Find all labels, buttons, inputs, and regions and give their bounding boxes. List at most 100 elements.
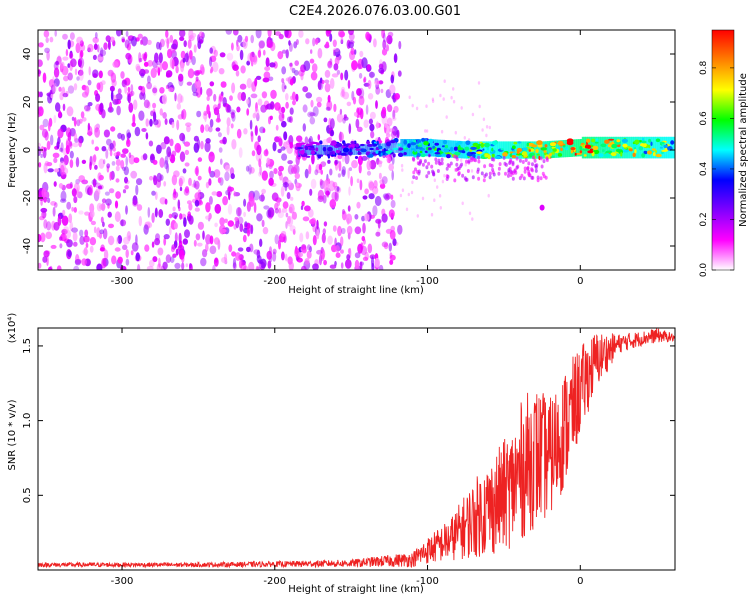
noise-cell [109,143,114,150]
noise-cell [115,159,121,166]
noise-cell [280,186,285,197]
noise-cell [239,49,244,61]
noise-cell [42,256,48,263]
noise-cell [382,39,387,50]
noise-cell [288,40,291,46]
noise-cell [425,129,429,133]
spectrogram-y-axis: -40 -20 0 20 40 [22,48,675,254]
signal-halo-cell [466,169,470,173]
colorbar-scale [711,29,735,271]
noise-cell [126,139,131,148]
noise-cell [165,254,172,263]
signal-cell [338,145,341,156]
noise-cell [357,107,363,116]
signal-cell [506,141,509,159]
noise-cell [277,148,282,154]
noise-cell [356,201,361,209]
noise-cell [100,216,104,223]
noise-cell [263,71,271,80]
noise-cell [244,221,248,228]
noise-cell [117,235,123,244]
noise-cell [268,76,274,82]
noise-cell [94,32,98,39]
noise-cell [123,166,129,176]
noise-cell [224,171,230,182]
noise-cell [38,91,41,98]
noise-cell [115,178,120,183]
signal-cell [348,151,353,156]
noise-cell [443,173,446,178]
x-tick-label: -300 [111,576,134,587]
noise-cell [320,248,326,260]
noise-cell [125,205,128,215]
noise-cell [290,166,298,175]
noise-cell [385,133,391,138]
noise-cell [195,165,199,177]
noise-cell [309,58,315,64]
signal-cell [493,141,497,159]
signal-cell [465,140,471,146]
signal-cell [636,136,640,159]
noise-cell [101,202,106,212]
noise-cell [274,234,280,245]
noise-cell [108,223,114,229]
noise-cell [298,69,305,77]
noise-cell [369,123,375,132]
noise-cell [181,109,187,120]
noise-cell [38,142,41,148]
noise-cell [282,201,289,209]
noise-cell [301,265,307,270]
spectrogram-y-label: Frequency (Hz) [7,112,18,188]
noise-cell [385,228,393,234]
signal-halo-cell [533,158,537,163]
noise-cell [397,70,402,77]
signal-halo-cell [432,172,435,177]
noise-cell [258,40,266,49]
noise-cell [225,30,233,35]
noise-cell [379,183,386,189]
noise-cell [399,193,403,198]
signal-halo-cell [518,158,522,163]
noise-cell [143,92,146,101]
noise-cell [319,178,323,186]
noise-cell [146,81,153,90]
noise-cell [84,211,90,216]
signal-halo-cell [526,166,530,170]
noise-cell [103,42,108,50]
signal-halo-cell [434,160,438,165]
signal-cell [373,141,377,144]
signal-cell [653,136,656,159]
noise-cell [424,129,427,133]
noise-cell [367,93,374,100]
noise-cell [43,30,50,38]
noise-cell [240,65,246,74]
noise-cell [181,262,185,270]
noise-cell [266,103,273,110]
noise-cell [99,232,102,239]
noise-cell [174,142,182,153]
signal-cell [327,146,333,152]
signal-halo-cell [421,162,425,167]
noise-cell [366,160,372,171]
signal-halo-cell [425,165,429,170]
noise-cell [73,241,78,247]
x-tick-label: 0 [577,276,583,287]
signal-cell [403,145,407,149]
noise-cell [143,69,150,74]
signal-cell [517,141,522,144]
noise-cell [119,219,127,227]
noise-cell [356,178,360,184]
signal-cell [360,148,367,153]
noise-cell [314,38,319,45]
noise-cell [354,226,362,235]
noise-cell [98,158,105,169]
noise-cell [125,52,132,60]
noise-cell [59,236,63,241]
noise-cell [47,197,51,204]
signal-cell [484,141,487,159]
noise-cell [39,124,45,131]
noise-cell [181,255,185,263]
noise-cell [59,147,63,152]
noise-cell [226,117,231,127]
noise-cell [127,93,131,104]
